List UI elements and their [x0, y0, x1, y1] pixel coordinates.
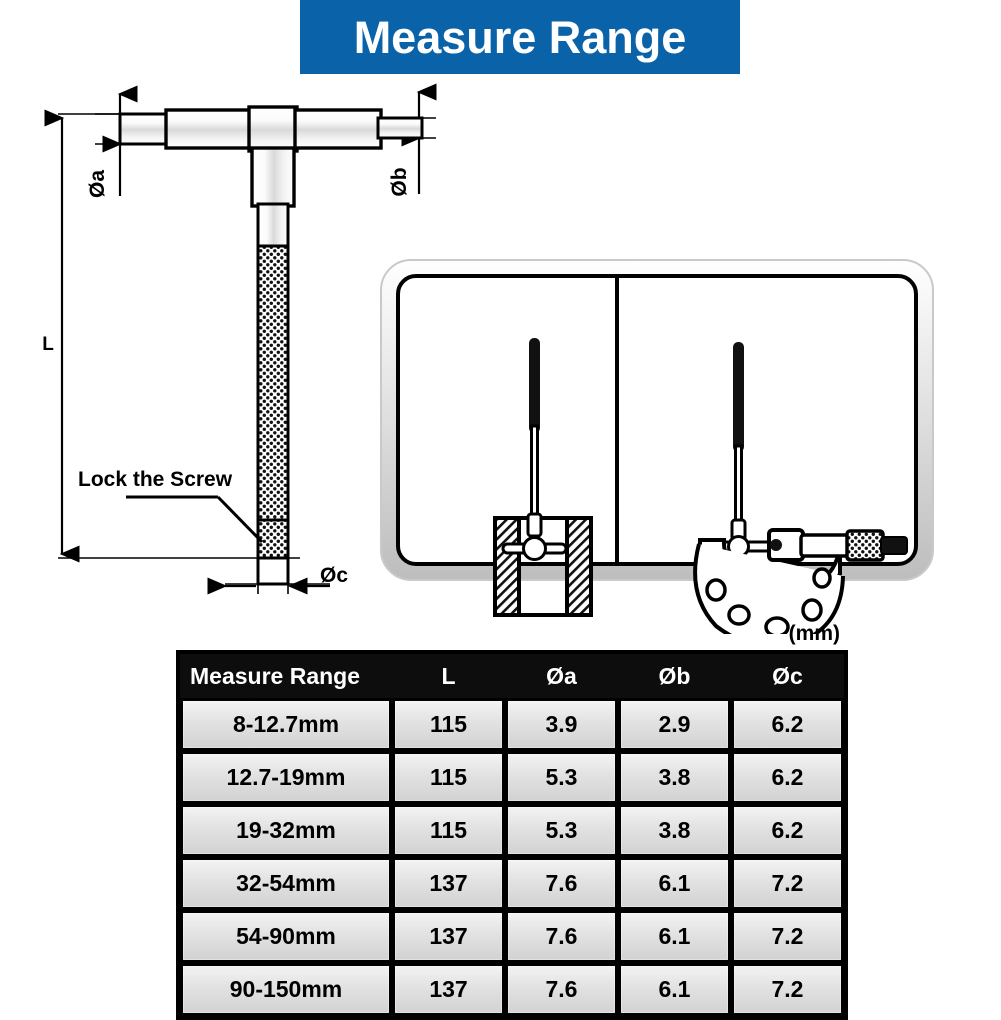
- cell-length: 115: [392, 698, 505, 751]
- cell-length: 115: [392, 804, 505, 857]
- cell-measure-range: 12.7-19mm: [180, 751, 392, 804]
- cell-diameter-c: 6.2: [731, 751, 844, 804]
- header-diameter-b: Øb: [618, 654, 731, 698]
- dimension-L: L: [42, 109, 80, 563]
- page-title: Measure Range: [353, 11, 687, 63]
- cell-measure-range: 19-32mm: [180, 804, 392, 857]
- table-header-row: Measure Range L Øa Øb Øc: [180, 654, 844, 698]
- technical-drawing: L Øa Øb: [0, 74, 1001, 634]
- cell-diameter-b: 6.1: [618, 963, 731, 1016]
- cell-length: 137: [392, 910, 505, 963]
- cell-measure-range: 32-54mm: [180, 857, 392, 910]
- cell-diameter-a: 7.6: [505, 910, 618, 963]
- cell-length: 137: [392, 963, 505, 1016]
- label-diameter-c: Øc: [320, 564, 348, 587]
- cell-diameter-b: 3.8: [618, 751, 731, 804]
- cell-diameter-b: 3.8: [618, 804, 731, 857]
- dimension-diameter-a: Øa: [86, 85, 138, 198]
- t-gauge-elevation: L Øa Øb: [42, 83, 437, 595]
- cell-diameter-a: 5.3: [505, 751, 618, 804]
- cell-diameter-c: 6.2: [731, 698, 844, 751]
- table-row: 54-90mm 137 7.6 6.1 7.2: [180, 910, 844, 963]
- table-row: 90-150mm 137 7.6 6.1 7.2: [180, 963, 844, 1016]
- cell-diameter-b: 2.9: [618, 698, 731, 751]
- label-diameter-b: Øb: [388, 167, 411, 196]
- lock-screw-callout: Lock the Screw: [78, 468, 264, 544]
- cell-diameter-c: 7.2: [731, 910, 844, 963]
- label-diameter-a: Øa: [86, 170, 109, 198]
- cell-diameter-b: 6.1: [618, 857, 731, 910]
- dimension-diameter-b: Øb: [388, 83, 437, 197]
- header-measure-range: Measure Range: [180, 654, 392, 698]
- gauge-stem: [250, 146, 296, 586]
- gauge-crossbar: [118, 105, 424, 153]
- illustration-micrometer-measurement: [693, 342, 908, 634]
- cell-diameter-a: 3.9: [505, 698, 618, 751]
- cell-measure-range: 54-90mm: [180, 910, 392, 963]
- cell-measure-range: 90-150mm: [180, 963, 392, 1016]
- unit-note: (mm): [788, 622, 840, 645]
- table-row: 12.7-19mm 115 5.3 3.8 6.2: [180, 751, 844, 804]
- cell-diameter-a: 7.6: [505, 857, 618, 910]
- title-banner: Measure Range: [300, 0, 740, 74]
- spec-table-container: (mm) Measure Range L Øa Øb Øc 8-12.7mm 1…: [176, 622, 848, 1020]
- cell-diameter-a: 5.3: [505, 804, 618, 857]
- cell-diameter-b: 6.1: [618, 910, 731, 963]
- cell-length: 137: [392, 857, 505, 910]
- table-row: 32-54mm 137 7.6 6.1 7.2: [180, 857, 844, 910]
- cell-diameter-c: 7.2: [731, 857, 844, 910]
- cell-length: 115: [392, 751, 505, 804]
- illustration-gauge-in-bore: [493, 338, 593, 617]
- dimension-diameter-c: Øc: [207, 558, 348, 595]
- cell-diameter-c: 6.2: [731, 804, 844, 857]
- cell-diameter-c: 7.2: [731, 963, 844, 1016]
- header-diameter-a: Øa: [505, 654, 618, 698]
- table-row: 19-32mm 115 5.3 3.8 6.2: [180, 804, 844, 857]
- header-length: L: [392, 654, 505, 698]
- usage-illustration-plate: [380, 259, 934, 634]
- label-lock-the-screw: Lock the Screw: [78, 468, 233, 491]
- table-row: 8-12.7mm 115 3.9 2.9 6.2: [180, 698, 844, 751]
- cell-measure-range: 8-12.7mm: [180, 698, 392, 751]
- spec-table: Measure Range L Øa Øb Øc 8-12.7mm 115 3.…: [176, 650, 848, 1020]
- label-L: L: [42, 334, 54, 355]
- header-diameter-c: Øc: [731, 654, 844, 698]
- cell-diameter-a: 7.6: [505, 963, 618, 1016]
